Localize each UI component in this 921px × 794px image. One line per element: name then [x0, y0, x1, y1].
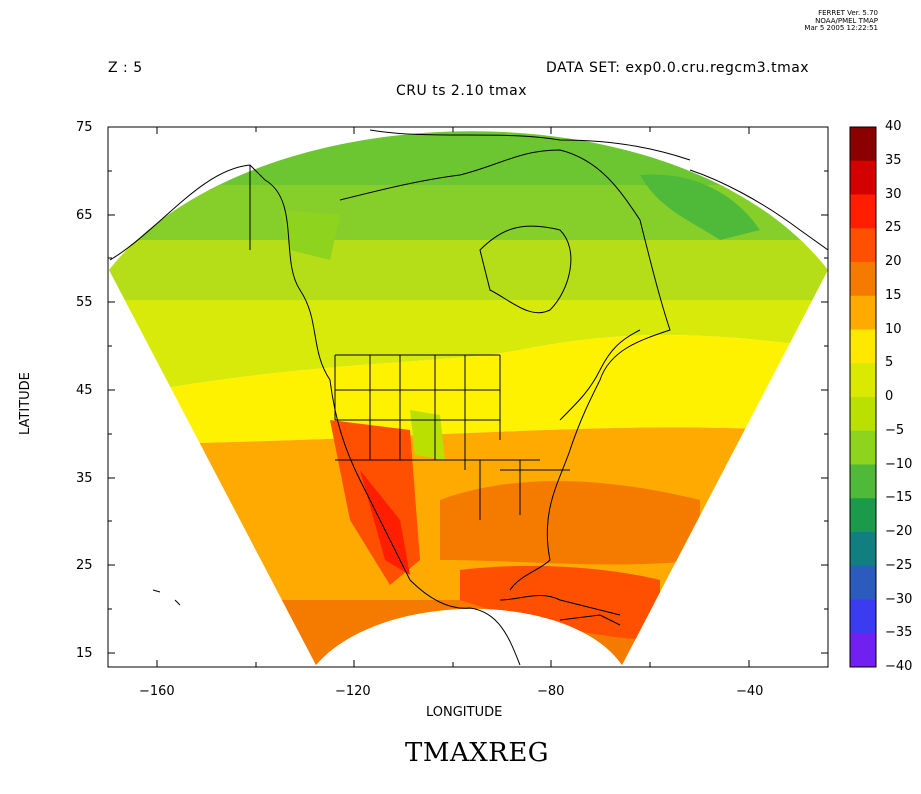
y-tick-label: 45 [76, 383, 93, 398]
x-tick-label: −80 [537, 684, 565, 699]
colorbar-swatch [850, 565, 876, 600]
colorbar-label: −40 [885, 659, 913, 674]
colorbar-swatch [850, 430, 876, 465]
colorbar-swatch [850, 127, 876, 162]
colorbar-label: 35 [885, 152, 902, 168]
z-label: Z : 5 [108, 60, 143, 76]
x-tick-label: −120 [335, 684, 371, 699]
colorbar-swatch [850, 498, 876, 533]
colorbar-label: −10 [885, 456, 913, 472]
ferret-stamp: FERRET Ver. 5.70 NOAA/PMEL TMAP Mar 5 20… [760, 9, 878, 33]
y-axis-label: LATITUDE [18, 372, 33, 435]
colorbar-swatch [850, 532, 876, 567]
y-tick-label: 65 [76, 208, 93, 223]
plot-title: CRU ts 2.10 tmax [396, 83, 528, 99]
colorbar-swatch [850, 228, 876, 263]
colorbar-frame [849, 126, 877, 668]
variable-title: TMAXREG [405, 738, 550, 768]
colorbar-label: 25 [885, 220, 902, 236]
y-tick-label: 25 [76, 558, 93, 573]
y-tick-label: 15 [76, 646, 93, 661]
colorbar-label: −25 [885, 557, 913, 573]
colorbar-swatch [850, 633, 876, 668]
colorbar-swatch [850, 363, 876, 398]
y-tick-label: 75 [76, 120, 93, 135]
colorbar-label: −5 [885, 422, 905, 438]
colorbar [849, 126, 877, 668]
dataset-label: DATA SET: exp0.0.cru.regcm3.tmax [546, 60, 810, 76]
y-ticks [108, 126, 828, 654]
colorbar-label: 0 [885, 389, 894, 404]
map-frame [107, 126, 829, 668]
colorbar-label: −35 [885, 625, 913, 641]
colorbar-swatch [850, 295, 876, 330]
stamp-line-1: FERRET Ver. 5.70 [818, 9, 878, 17]
colorbar-swatch [850, 397, 876, 432]
stamp-line-2: NOAA/PMEL TMAP [815, 16, 878, 25]
colorbar-swatch [850, 599, 876, 634]
colorbar-swatch [850, 160, 876, 195]
x-tick-label: −40 [736, 684, 764, 699]
stamp-line-3: Mar 5 2005 12:22:51 [804, 24, 878, 32]
colorbar-label: 20 [885, 254, 902, 269]
coastlines [109, 129, 828, 666]
colorbar-label: 10 [885, 321, 902, 337]
colorbar-label: 15 [885, 287, 902, 303]
colorbar-swatch [850, 329, 876, 364]
colorbar-label: −15 [885, 490, 913, 506]
x-tick-label: −160 [139, 684, 175, 699]
x-axis-label: LONGITUDE [426, 705, 503, 720]
colorbar-label: 5 [885, 355, 894, 371]
colorbar-swatch [850, 194, 876, 229]
y-tick-label: 35 [76, 471, 93, 486]
colorbar-label: 40 [885, 119, 902, 134]
colorbar-swatch [850, 262, 876, 297]
colorbar-label: −30 [885, 591, 913, 607]
y-tick-label: 55 [76, 295, 93, 310]
colorbar-label: −20 [885, 524, 913, 539]
x-ticks [156, 127, 750, 667]
colorbar-swatch [850, 464, 876, 499]
colorbar-label: 30 [885, 186, 902, 202]
